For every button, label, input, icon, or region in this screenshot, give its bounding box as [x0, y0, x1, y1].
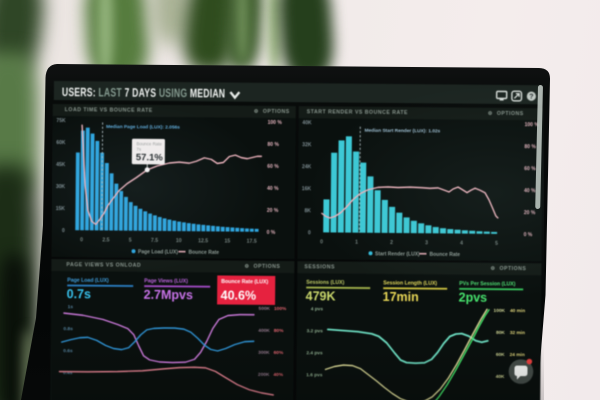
svg-text:40 %: 40 % [524, 188, 536, 194]
svg-text:75K: 75K [56, 118, 66, 124]
svg-text:2.5: 2.5 [102, 237, 109, 243]
svg-text:0.7s: 0.7s [67, 287, 91, 301]
svg-text:40 min: 40 min [510, 308, 525, 314]
svg-text:32K: 32K [302, 142, 312, 148]
svg-text:Start Render (LUX): Start Render (LUX) [375, 251, 420, 257]
svg-text:60 %: 60 % [524, 166, 536, 172]
svg-text:3: 3 [425, 240, 428, 246]
svg-text:17.5: 17.5 [247, 239, 257, 245]
svg-text:0.8s: 0.8s [63, 326, 73, 332]
svg-text:0.6s: 0.6s [63, 348, 73, 354]
svg-text:80%: 80% [274, 328, 284, 334]
svg-text:40%: 40% [273, 372, 283, 378]
svg-text:100 %: 100 % [525, 122, 540, 128]
svg-text:Page Views (LUX): Page Views (LUX) [144, 278, 188, 284]
svg-text:5: 5 [129, 238, 132, 244]
svg-text:?: ? [529, 93, 533, 100]
svg-text:Sessions (LUX): Sessions (LUX) [306, 280, 344, 286]
svg-text:17min: 17min [383, 290, 419, 304]
svg-text:1s: 1s [68, 304, 74, 310]
svg-text:100%: 100% [274, 306, 287, 312]
svg-text:Median Page Load (LUX): 2.056s: Median Page Load (LUX): 2.056s [106, 124, 180, 131]
svg-text:40 %: 40 % [267, 186, 279, 192]
svg-text:Bounce Rate (LUX): Bounce Rate (LUX) [221, 279, 268, 285]
svg-text:100 %: 100 % [268, 120, 283, 126]
svg-text:400K: 400K [258, 328, 270, 334]
svg-text:0 %: 0 % [267, 230, 276, 236]
svg-text:15K: 15K [56, 206, 66, 212]
svg-text:Session Length (LUX): Session Length (LUX) [383, 280, 437, 286]
svg-text:20 %: 20 % [524, 210, 536, 216]
svg-text:1: 1 [355, 240, 358, 246]
svg-text:0: 0 [80, 237, 83, 243]
svg-text:30K: 30K [56, 184, 66, 190]
svg-text:Bounce Rate: Bounce Rate [136, 141, 162, 146]
svg-text:57.1%: 57.1% [136, 152, 164, 163]
svg-text:7s: 7s [136, 147, 141, 152]
svg-text:8K: 8K [304, 208, 311, 214]
svg-text:Bounce Rate: Bounce Rate [188, 250, 219, 256]
svg-text:24K: 24K [302, 164, 312, 170]
svg-text:100K: 100K [494, 308, 506, 314]
svg-text:80 %: 80 % [267, 142, 279, 148]
svg-text:45K: 45K [56, 162, 66, 168]
svg-text:0: 0 [62, 228, 65, 234]
svg-text:60 %: 60 % [267, 164, 279, 170]
svg-text:80 %: 80 % [524, 144, 536, 150]
svg-text:10: 10 [176, 238, 182, 244]
svg-text:Page Load (LUX): Page Load (LUX) [138, 249, 178, 255]
svg-text:500K: 500K [259, 306, 271, 312]
svg-text:40.6%: 40.6% [221, 288, 257, 302]
svg-text:4 pvs: 4 pvs [311, 306, 324, 312]
svg-text:200K: 200K [258, 372, 270, 378]
svg-text:0.4s: 0.4s [63, 370, 73, 376]
svg-text:60K: 60K [496, 352, 505, 358]
svg-text:2.7Mpvs: 2.7Mpvs [144, 288, 193, 302]
svg-text:60K: 60K [56, 140, 66, 146]
svg-text:0: 0 [308, 230, 311, 236]
svg-text:300K: 300K [258, 350, 270, 356]
svg-text:15: 15 [224, 239, 230, 245]
svg-text:2.4 pvs: 2.4 pvs [306, 350, 323, 356]
svg-text:5: 5 [495, 241, 498, 247]
svg-text:1.6 pvs: 1.6 pvs [306, 372, 323, 378]
svg-text:0 %: 0 % [524, 232, 533, 238]
svg-text:479K: 479K [306, 289, 336, 303]
svg-text:2: 2 [390, 240, 393, 246]
svg-text:12.5: 12.5 [198, 238, 208, 244]
svg-text:20 %: 20 % [267, 208, 279, 214]
svg-text:4: 4 [460, 241, 463, 247]
svg-text:80K: 80K [496, 330, 505, 336]
svg-text:16K: 16K [302, 186, 312, 192]
svg-text:3.2 pvs: 3.2 pvs [307, 328, 324, 334]
svg-text:PVs Per Session (LUX): PVs Per Session (LUX) [459, 281, 516, 287]
svg-text:24 min: 24 min [510, 352, 525, 358]
svg-text:40K: 40K [496, 374, 505, 380]
svg-text:32 min: 32 min [510, 330, 525, 336]
svg-text:40K: 40K [302, 120, 312, 126]
svg-text:2pvs: 2pvs [459, 291, 488, 305]
svg-text:Bounce Rate: Bounce Rate [429, 252, 460, 258]
svg-text:Median Start Render (LUX): 1.0: Median Start Render (LUX): 1.02s [365, 128, 441, 135]
svg-text:Page Load (LUX): Page Load (LUX) [67, 278, 109, 284]
svg-text:7.5: 7.5 [151, 238, 158, 244]
svg-text:60%: 60% [274, 350, 284, 356]
svg-text:0: 0 [320, 239, 323, 245]
